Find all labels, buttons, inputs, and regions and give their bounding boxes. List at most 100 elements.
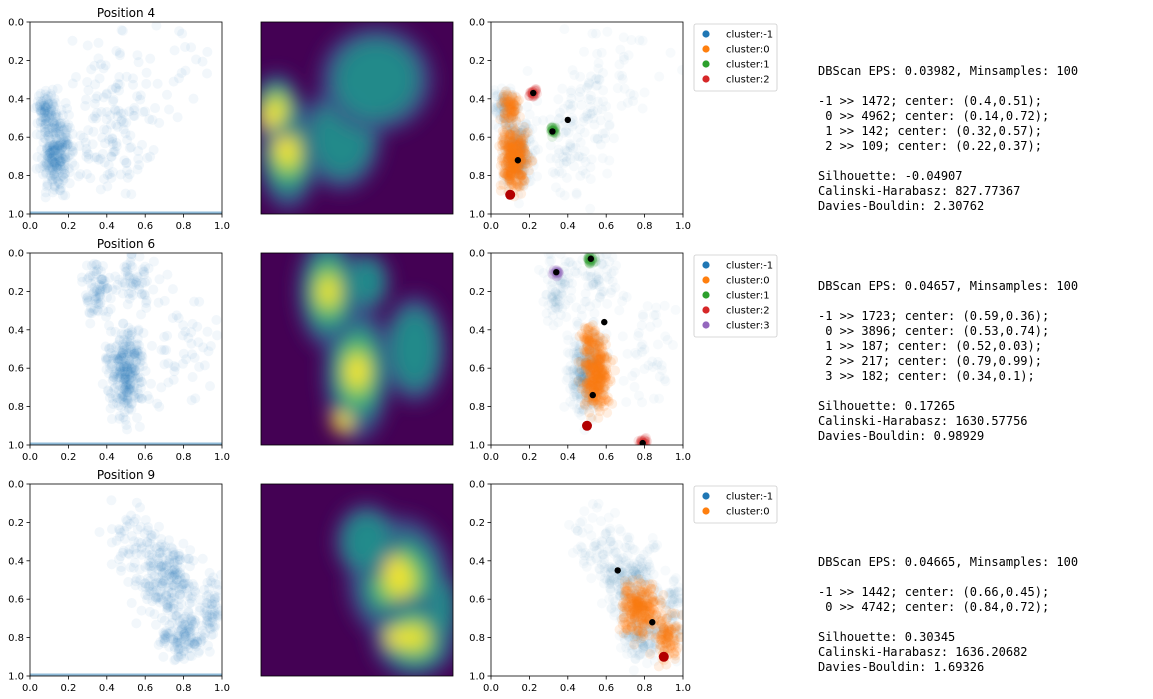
scatter-point	[57, 170, 68, 181]
scatter-point	[98, 278, 109, 289]
scatter-point	[53, 126, 64, 137]
scatter-point	[184, 636, 195, 647]
scatter-point	[152, 398, 163, 409]
scatter-point	[154, 548, 165, 559]
scatter-point	[510, 139, 521, 150]
scatter-point	[144, 394, 155, 405]
stats-line: Calinski-Harabasz: 1636.20682	[818, 645, 1028, 659]
scatter-point	[185, 623, 196, 634]
scatter-point	[101, 88, 112, 99]
scatter-point	[41, 115, 52, 126]
panel-1-heatmap	[260, 21, 454, 215]
scatter-point	[637, 602, 648, 613]
scatter-point	[532, 116, 542, 126]
scatter-point	[506, 103, 517, 114]
stats-line: -1 >> 1472; center: (0.4,0.51);	[818, 94, 1042, 108]
scatter-point	[45, 140, 56, 151]
scatter-point	[46, 153, 57, 164]
scatter-point	[44, 98, 55, 109]
scatter-point	[585, 359, 596, 370]
scatter-point	[156, 533, 167, 544]
x-tick-label: 1.0	[214, 221, 230, 232]
scatter-point	[151, 592, 162, 603]
scatter-point	[94, 288, 105, 299]
panel-3-heatmap	[260, 483, 454, 677]
scatter-point	[144, 575, 155, 586]
scatter-point	[189, 614, 200, 625]
scatter-point	[512, 96, 523, 107]
scatter-point	[583, 335, 594, 346]
scatter-point	[532, 171, 542, 181]
scatter-point	[115, 393, 126, 404]
scatter-point	[50, 157, 61, 168]
scatter-point	[180, 631, 191, 642]
scatter-point	[151, 585, 162, 596]
scatter-point	[158, 560, 169, 571]
scatter-point	[184, 561, 195, 572]
scatter-point	[653, 615, 664, 626]
scatter-point	[503, 167, 514, 178]
scatter-point	[60, 98, 71, 109]
scatter-point	[183, 332, 194, 343]
scatter-point	[148, 558, 159, 569]
scatter-point	[660, 630, 671, 641]
scatter-point	[123, 390, 134, 401]
scatter-point	[136, 346, 147, 357]
scatter-point	[640, 579, 651, 590]
scatter-point	[117, 391, 128, 402]
scatter-point	[133, 325, 144, 336]
scatter-point	[31, 129, 42, 140]
scatter-point	[49, 93, 60, 104]
scatter-point	[140, 106, 151, 117]
scatter-point	[175, 643, 186, 654]
scatter-point	[48, 144, 59, 155]
scatter-point	[581, 349, 592, 360]
scatter-point	[38, 104, 49, 115]
scatter-point	[593, 336, 604, 347]
scatter-point	[590, 362, 601, 373]
scatter-point	[192, 636, 203, 647]
scatter-point	[588, 340, 599, 351]
scatter-point	[113, 400, 124, 411]
scatter-point	[591, 359, 602, 370]
scatter-point	[181, 641, 192, 652]
y-tick-label: 1.0	[8, 441, 24, 452]
scatter-point	[84, 307, 95, 318]
scatter-point	[584, 334, 595, 345]
scatter-point	[107, 375, 118, 386]
scatter-point	[498, 168, 509, 179]
scatter-point	[659, 624, 670, 635]
scatter-point	[163, 569, 174, 580]
scatter-point	[643, 595, 654, 606]
scatter-point	[125, 383, 136, 394]
scatter-point	[608, 594, 618, 604]
scatter-point	[641, 598, 652, 609]
scatter-point	[633, 626, 644, 637]
scatter-point	[641, 591, 652, 602]
scatter-point	[164, 104, 175, 115]
scatter-point	[520, 145, 531, 156]
scatter-point	[47, 143, 58, 154]
scatter-point	[637, 601, 648, 612]
scatter-point	[581, 379, 592, 390]
scatter-point	[632, 609, 643, 620]
scatter-point	[54, 178, 65, 189]
scatter-point	[201, 609, 212, 620]
stats-line: -1 >> 1442; center: (0.66,0.45);	[818, 585, 1050, 599]
scatter-point	[197, 56, 208, 67]
scatter-point	[121, 117, 132, 128]
scatter-point	[104, 392, 115, 403]
scatter-point	[597, 365, 608, 376]
scatter-point	[506, 168, 517, 179]
scatter-point	[619, 52, 629, 62]
scatter-point	[119, 381, 130, 392]
scatter-point	[180, 631, 191, 642]
scatter-point	[135, 372, 146, 383]
y-tick-label: 0.8	[8, 402, 24, 413]
scatter-point	[116, 401, 127, 412]
axes-frame	[29, 252, 223, 446]
scatter-point	[506, 177, 517, 188]
scatter-point	[582, 323, 593, 334]
scatter-point	[186, 338, 197, 349]
scatter-point	[519, 175, 530, 186]
